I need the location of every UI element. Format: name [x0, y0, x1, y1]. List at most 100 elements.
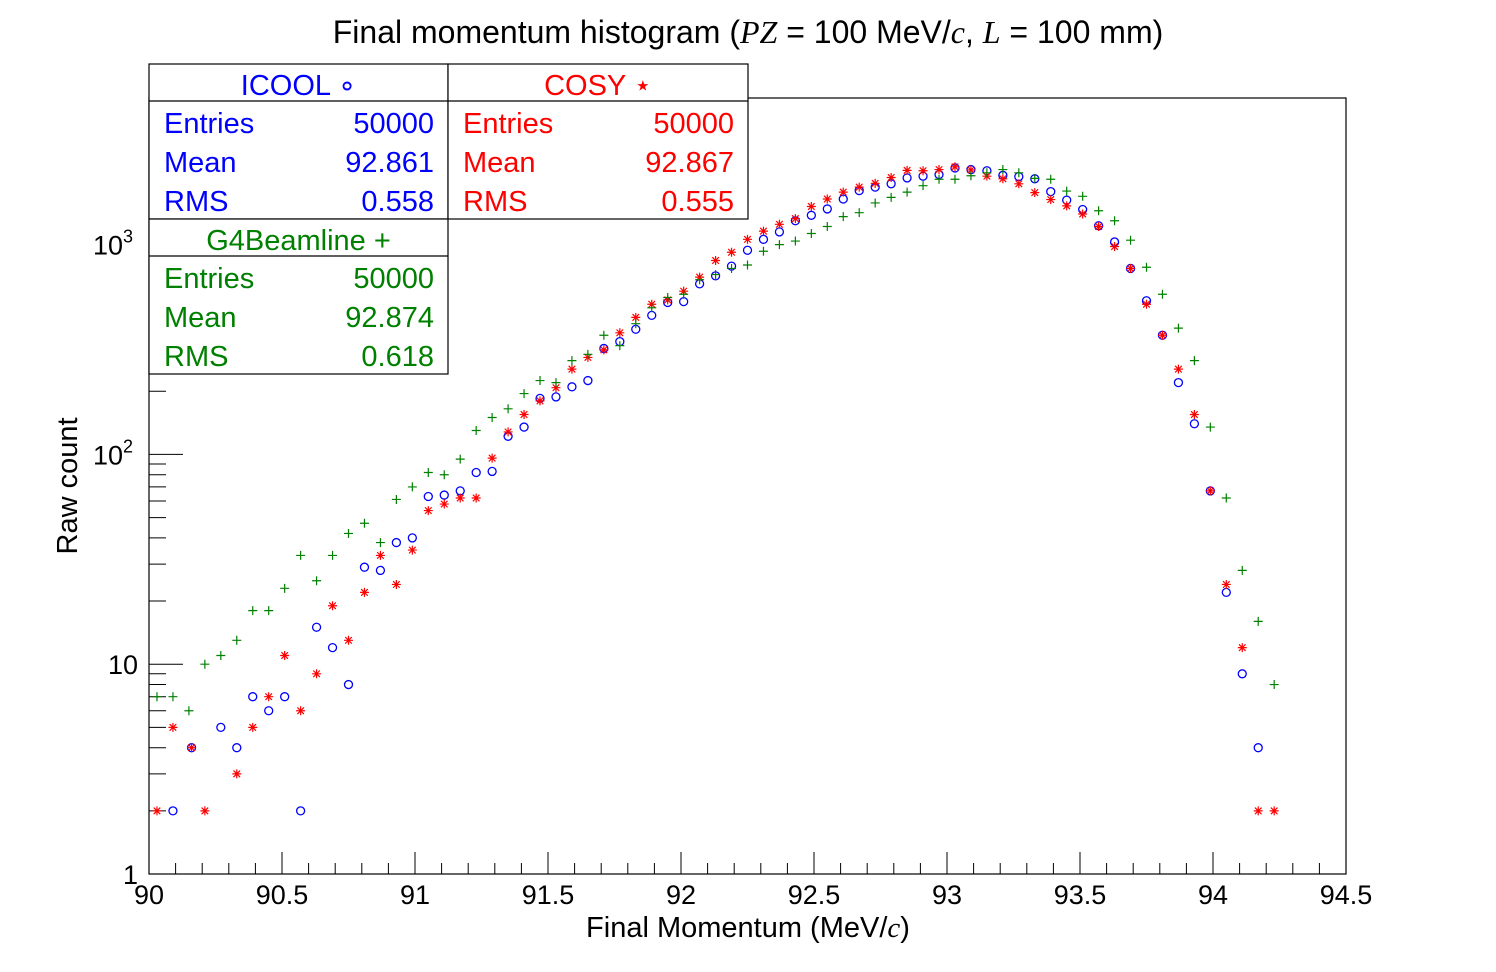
data-point: [168, 806, 178, 816]
data-point: [439, 490, 449, 500]
data-point: [248, 692, 258, 702]
data-point: [152, 692, 162, 702]
stats-box-title: COSY ⋆: [544, 70, 652, 102]
data-point: [1189, 409, 1199, 419]
data-point: [790, 236, 800, 246]
data-point: [391, 579, 401, 589]
data-point: [711, 256, 721, 266]
data-point: [806, 229, 816, 238]
data-point: [264, 606, 274, 616]
data-point: [264, 692, 274, 702]
data-point: [200, 806, 210, 816]
data-point: [790, 214, 800, 224]
data-point: [487, 466, 497, 477]
data-point: [1205, 422, 1215, 432]
data-point: [423, 506, 433, 516]
data-point: [152, 806, 162, 816]
data-point: [998, 174, 1008, 184]
data-point: [902, 173, 912, 183]
data-point: [407, 545, 417, 555]
data-point: [280, 651, 290, 661]
data-point: [1253, 616, 1263, 626]
data-point: [471, 493, 481, 503]
data-point: [455, 493, 465, 503]
data-point: [599, 330, 609, 340]
data-point: [216, 651, 226, 661]
data-point: [647, 310, 657, 321]
stat-label: Entries: [463, 108, 553, 140]
data-point: [168, 722, 178, 732]
y-tick-labels: 1 10 102 103: [93, 227, 138, 890]
data-point: [966, 165, 976, 175]
data-point: [886, 172, 896, 182]
data-point: [187, 743, 197, 753]
data-point: [1142, 262, 1151, 272]
data-point: [1078, 209, 1088, 219]
data-point: [758, 246, 768, 256]
stats-box-g4beamline: G4Beamline + Entries 50000 Mean 92.874 RMS 0.6…: [148, 218, 449, 375]
data-point: [519, 422, 529, 432]
data-point: [519, 409, 529, 419]
stat-value: 0.555: [661, 186, 734, 218]
stats-box-frame: [148, 63, 449, 220]
data-point: [327, 642, 338, 653]
data-point: [567, 356, 577, 366]
data-point: [822, 194, 832, 204]
x-tick-label: 90: [134, 880, 164, 910]
data-point: [375, 565, 386, 576]
stat-value: 92.874: [345, 302, 434, 334]
data-point: [1221, 587, 1231, 598]
stats-box-cosy: COSY ⋆ Entries 50000 Mean 92.867 RMS 0.555: [447, 63, 749, 220]
data-point: [1030, 173, 1040, 183]
data-point: [1189, 356, 1199, 366]
data-point: [551, 378, 561, 388]
data-point: [1253, 806, 1263, 816]
data-point: [1078, 191, 1088, 201]
data-point: [280, 692, 290, 702]
data-point: [1110, 216, 1120, 226]
series-g4beamline: [152, 165, 1279, 716]
data-point: [743, 234, 752, 244]
data-point: [312, 576, 322, 586]
data-point: [631, 312, 641, 322]
stats-box-frame: [148, 218, 449, 375]
data-point: [296, 550, 306, 560]
data-point: [1221, 579, 1231, 589]
data-point: [423, 491, 433, 502]
data-point: [439, 499, 449, 509]
data-point: [1142, 299, 1151, 309]
stat-value: 92.861: [345, 147, 434, 179]
data-point: [407, 533, 417, 543]
data-point: [950, 162, 960, 172]
data-point: [184, 706, 194, 716]
data-point: [631, 319, 641, 329]
data-point: [615, 328, 625, 338]
data-point: [647, 303, 657, 313]
data-point: [280, 583, 290, 593]
data-point: [727, 247, 737, 257]
y-tick-label: 102: [93, 436, 133, 470]
data-point: [806, 210, 816, 220]
data-point: [312, 669, 322, 679]
data-point: [822, 222, 832, 232]
data-point: [439, 470, 449, 480]
data-point: [296, 706, 306, 716]
data-point: [1046, 195, 1056, 205]
data-point: [248, 722, 258, 732]
data-point: [822, 204, 832, 214]
data-point: [375, 550, 385, 560]
data-point: [583, 349, 593, 359]
stats-box-title: ICOOL ∘: [241, 70, 356, 102]
data-point: [391, 494, 401, 504]
data-point: [168, 692, 178, 702]
y-axis-label: Raw count: [52, 417, 84, 554]
data-point: [854, 182, 864, 192]
series-cosy: [152, 162, 1279, 816]
x-tick-label: 92.5: [788, 880, 841, 910]
data-point: [487, 453, 497, 463]
data-point: [311, 622, 322, 632]
x-tick-label: 94: [1198, 880, 1228, 910]
data-point: [1126, 263, 1136, 273]
data-point: [934, 174, 944, 184]
